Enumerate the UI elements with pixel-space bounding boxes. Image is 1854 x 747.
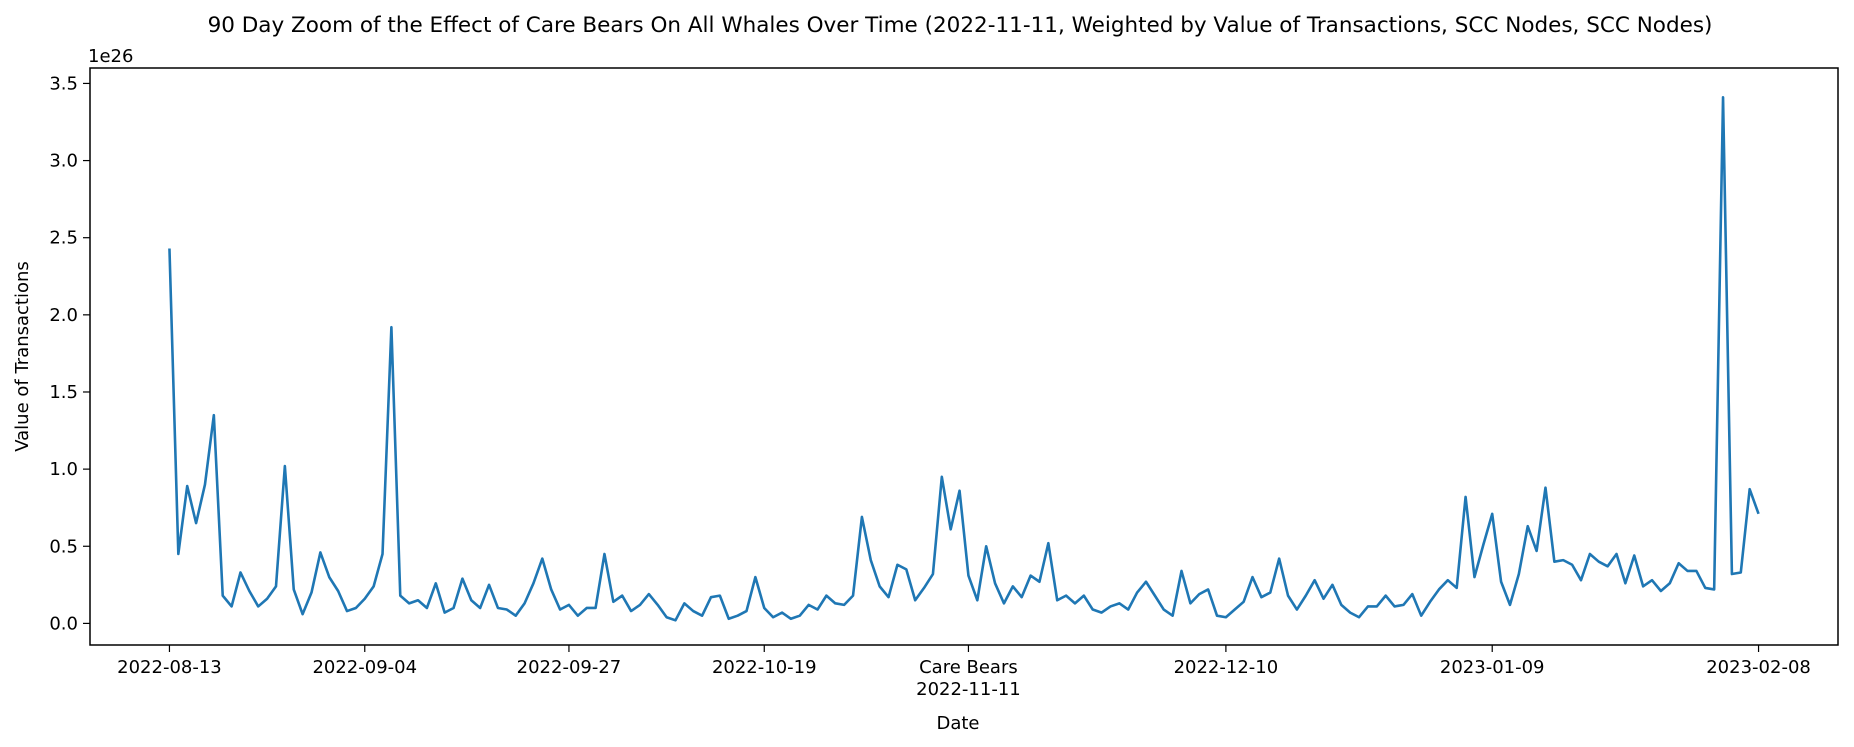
x-axis-ticks: 2022-08-13 2022-09-04 2022-09-27 2022-10-19…	[117, 645, 1811, 700]
x-tick-label: 2022-08-13	[117, 657, 222, 678]
x-tick-label: 2022-09-27	[517, 657, 622, 678]
x-tick-label: 2022-10-19	[712, 657, 817, 678]
y-axis-offset-label: 1e26	[88, 46, 133, 67]
y-tick-label: 2.0	[49, 305, 78, 326]
chart-title: 90 Day Zoom of the Effect of Care Bears …	[208, 13, 1713, 38]
y-axis-label: Value of Transactions	[12, 261, 33, 452]
plot-area-frame	[89, 67, 1839, 646]
y-tick-label: 0.0	[49, 613, 78, 634]
x-axis-label: Date	[936, 713, 979, 734]
y-tick-label: 3.0	[49, 151, 78, 172]
x-tick-label: 2022-12-10	[1174, 657, 1279, 678]
series-line	[168, 96, 1760, 622]
y-axis-ticks: 0.0 0.5 1.0 1.5 2.0 2.5 3.0 3.5	[49, 73, 90, 634]
series-layer	[168, 96, 1760, 622]
x-tick-label: 2023-02-08	[1706, 657, 1811, 678]
y-tick-label: 2.5	[49, 228, 78, 249]
x-tick-label: Care Bears 2022-11-11	[916, 657, 1021, 700]
y-tick-label: 3.5	[49, 73, 78, 94]
y-tick-label: 0.5	[49, 536, 78, 557]
y-tick-label: 1.0	[49, 459, 78, 480]
y-tick-label: 1.5	[49, 382, 78, 403]
x-tick-label: 2023-01-09	[1440, 657, 1545, 678]
x-tick-label: 2022-09-04	[312, 657, 417, 678]
